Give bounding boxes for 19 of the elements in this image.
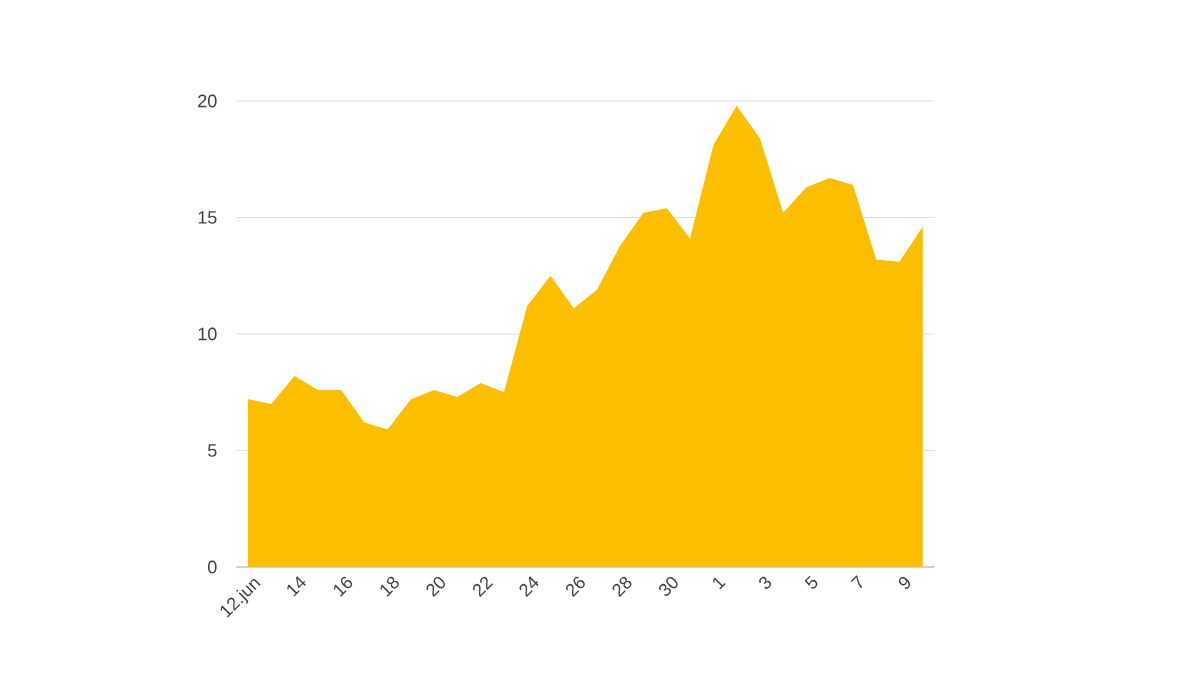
x-tick-label: 26 <box>566 576 585 598</box>
x-tick-label: 7 <box>850 575 863 589</box>
x-tick-label: 22 <box>472 576 494 598</box>
x-tick-label: 5 <box>804 575 818 589</box>
x-tick-label: 9 <box>898 577 911 589</box>
y-tick-label: 15 <box>198 211 217 224</box>
y-tick-label: 20 <box>198 94 217 108</box>
x-tick-label: 20 <box>426 576 446 598</box>
y-tick-label: 5 <box>208 444 217 457</box>
x-tick-label: 16 <box>333 576 353 597</box>
x-tick-label: 1 <box>713 577 726 590</box>
x-tick-label: 3 <box>759 576 772 589</box>
x-tick-label: 18 <box>380 576 399 597</box>
x-tick-label: 14 <box>287 576 306 597</box>
x-tick-label: 24 <box>519 576 539 598</box>
y-tick-label: 0 <box>207 560 217 574</box>
x-tick-label: 28 <box>612 576 632 598</box>
x-tick-label: 30 <box>658 576 678 596</box>
y-tick-label: 10 <box>198 327 217 341</box>
